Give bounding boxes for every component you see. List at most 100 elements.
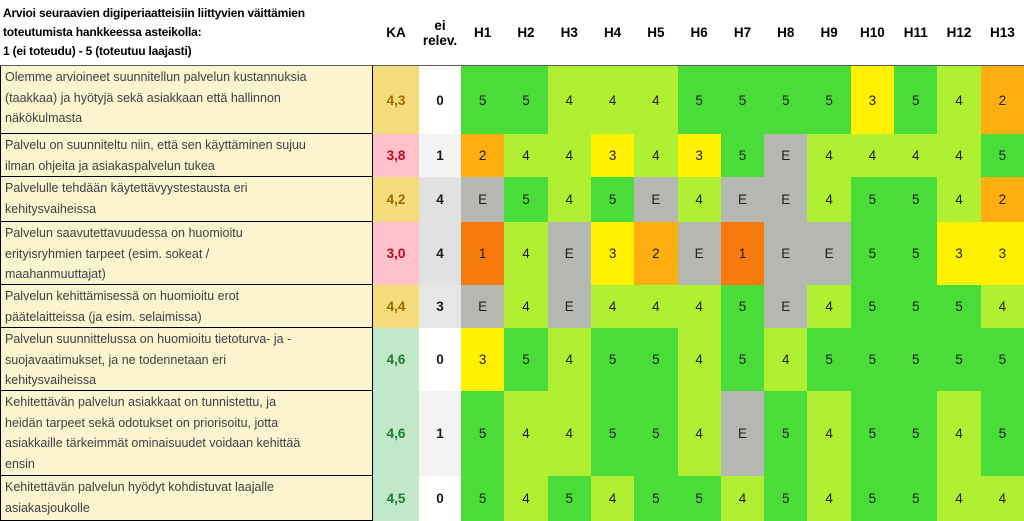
score-cell-h8: E [764,134,808,177]
score-cell-h8: 5 [764,391,808,476]
score-cell-h2: 4 [504,391,548,476]
score-cell-h11: 5 [894,328,938,391]
score-cell-h2: 5 [504,66,548,134]
score-cell-h2: 5 [504,328,548,391]
table-row: Olemme arvioineet suunnitellun palvelun … [0,66,1024,134]
score-cell-h12: 4 [937,177,981,222]
score-cell-h9: 5 [807,328,851,391]
column-header-h5: H5 [647,25,665,40]
score-cell-h11: 5 [894,476,938,521]
score-cell-h10: 5 [850,222,895,285]
ei-relev-count-cell: 0 [419,66,461,134]
score-cell-h6: 4 [677,285,721,328]
statement-cell: Palvelun saavutettavuudessa on huomioitu… [0,222,373,285]
score-cell-h8: E [764,222,808,285]
score-cell-h12: 4 [937,391,981,476]
score-cell-h10: 5 [850,177,895,222]
score-cell-h8: 5 [764,66,808,134]
score-cell-h10: 5 [850,285,895,328]
score-cell-h5: 4 [634,134,678,177]
score-cell-h1: 5 [461,66,505,134]
score-cell-h7: 5 [720,328,765,391]
score-cell-h7: E [720,177,765,222]
column-header-h12: H12 [946,25,972,40]
ka-average-cell: 4,5 [373,476,419,521]
score-cell-h5: 4 [634,285,678,328]
ei-relev-count-cell: 4 [419,222,461,285]
score-cell-h3: E [547,222,591,285]
table-row: Kehitettävän palvelun asiakkaat on tunni… [0,391,1024,476]
score-cell-h5: 4 [634,66,678,134]
ei-relev-count-cell: 4 [419,177,461,222]
score-cell-h9: 4 [807,476,851,521]
score-cell-h5: E [634,177,678,222]
score-cell-h9: 5 [807,66,851,134]
score-cell-h13: 5 [980,391,1024,476]
table-row: Palvelun suunnittelussa on huomioitu tie… [0,328,1024,391]
ka-average-cell: 4,2 [373,177,419,222]
score-cell-h12: 5 [937,285,981,328]
score-cell-h2: 4 [504,285,548,328]
score-cell-h7: E [720,391,765,476]
ka-average-cell: 4,6 [373,391,419,476]
score-cell-h11: 5 [894,285,938,328]
table-row: Kehitettävän palvelun hyödyt kohdistuvat… [0,476,1024,521]
table-row: Palvelulle tehdään käytettävyystestausta… [0,177,1024,222]
score-cell-h1: 3 [461,328,505,391]
column-header-h11: H11 [903,25,928,40]
score-cell-h1: 2 [461,134,505,177]
column-header-h13: H13 [989,25,1015,40]
score-cell-h7: 5 [720,134,765,177]
column-header-h10: H10 [860,25,885,40]
score-cell-h6: 4 [677,328,721,391]
ka-average-cell: 4,4 [373,285,419,328]
score-cell-h6: 3 [677,134,721,177]
score-cell-h6: 5 [677,476,721,521]
score-cell-h8: 4 [764,328,808,391]
score-cell-h9: E [807,222,851,285]
score-cell-h6: 5 [677,66,721,134]
score-cell-h7: 4 [720,476,765,521]
ka-average-cell: 3,0 [373,222,419,285]
score-cell-h4: 3 [590,222,635,285]
score-cell-h4: 5 [590,177,635,222]
statement-cell: Palvelulle tehdään käytettävyystestausta… [0,177,373,222]
table-row: Palvelu on suunniteltu niin, että sen kä… [0,134,1024,177]
score-cell-h12: 3 [937,222,981,285]
score-cell-h1: E [461,177,505,222]
score-cell-h7: 5 [720,285,765,328]
score-cell-h10: 5 [850,328,895,391]
score-cell-h11: 5 [894,391,938,476]
score-cell-h11: 5 [894,222,938,285]
score-cell-h9: 4 [807,391,851,476]
ei-relev-count-cell: 3 [419,285,461,328]
column-header-ei-relev: ei relev. [422,17,458,48]
score-cell-h5: 5 [634,328,678,391]
score-cell-h10: 5 [850,476,895,521]
score-cell-h10: 3 [850,66,895,134]
score-cell-h12: 4 [937,66,981,134]
score-cell-h13: 3 [980,222,1024,285]
score-cell-h9: 4 [807,285,851,328]
score-cell-h2: 4 [504,222,548,285]
table-row: Palvelun saavutettavuudessa on huomioitu… [0,222,1024,285]
score-cell-h9: 4 [807,134,851,177]
score-cell-h13: 5 [980,134,1024,177]
score-cell-h5: 5 [634,391,678,476]
column-header-h2: H2 [517,25,535,40]
column-header-h7: H7 [733,25,752,40]
score-cell-h7: 5 [720,66,765,134]
statement-cell: Kehitettävän palvelun asiakkaat on tunni… [0,391,373,476]
score-cell-h4: 5 [590,391,635,476]
score-cell-h12: 4 [937,476,981,521]
score-cell-h10: 4 [850,134,895,177]
score-cell-h8: E [764,177,808,222]
score-cell-h13: 2 [980,66,1024,134]
score-cell-h3: 4 [547,134,591,177]
scale-instructions-title: Arvioi seuraavien digiperiaatteisiin lii… [3,6,305,58]
statement-cell: Palvelu on suunniteltu niin, että sen kä… [0,134,373,177]
score-cell-h5: 5 [634,476,678,521]
score-cell-h9: 4 [807,177,851,222]
table-row: Palvelun kehittämisessä on huomioitu ero… [0,285,1024,328]
statement-cell: Palvelun kehittämisessä on huomioitu ero… [0,285,373,328]
